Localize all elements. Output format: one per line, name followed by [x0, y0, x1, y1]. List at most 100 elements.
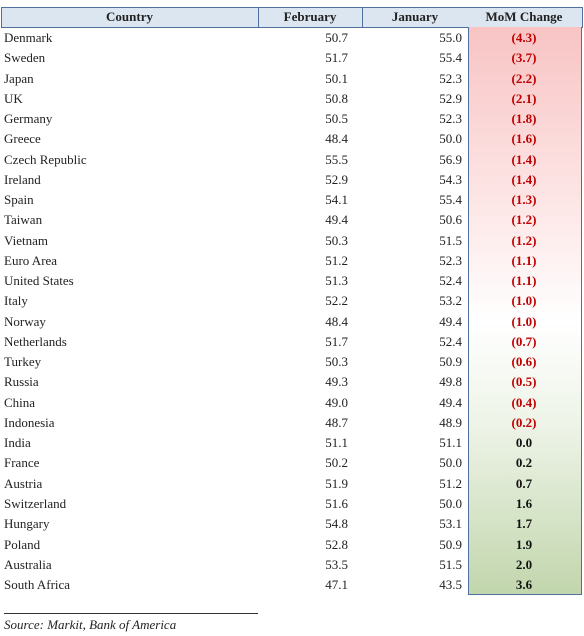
- mom-change-cell: 0.0: [515, 435, 533, 451]
- february-cell: 52.9: [325, 171, 348, 187]
- mom-change-cell: (1.2): [511, 232, 537, 248]
- country-cell: Japan: [4, 70, 34, 86]
- mom-change-cell: 3.6: [515, 577, 533, 593]
- change-column-bg: [468, 27, 582, 595]
- mom-change-cell: (1.3): [511, 192, 537, 208]
- country-cell: South Africa: [4, 577, 71, 593]
- january-cell: 49.4: [439, 313, 462, 329]
- february-cell: 50.1: [325, 70, 348, 86]
- february-cell: 54.8: [325, 516, 348, 532]
- country-cell: Australia: [4, 556, 52, 572]
- source: Source: Markit, Bank of America: [4, 617, 177, 632]
- january-cell: 50.6: [439, 212, 462, 228]
- february-cell: 51.2: [325, 252, 348, 268]
- january-cell: 55.0: [439, 30, 462, 45]
- country-cell: Greece: [4, 131, 41, 147]
- february-cell: 50.8: [325, 90, 348, 106]
- country-cell: Sweden: [4, 50, 46, 66]
- january-cell: 51.2: [439, 475, 462, 491]
- mom-change-cell: 1.6: [515, 495, 533, 511]
- country-cell: UK: [4, 90, 23, 106]
- february-cell: 51.7: [325, 333, 348, 349]
- country-cell: Norway: [4, 313, 46, 329]
- header-cell: Country: [106, 9, 153, 24]
- january-cell: 50.0: [439, 495, 462, 511]
- mom-change-cell: (0.5): [511, 374, 537, 390]
- january-cell: 51.5: [439, 556, 462, 572]
- february-cell: 53.5: [325, 556, 348, 572]
- february-cell: 52.8: [325, 536, 348, 552]
- january-cell: 52.9: [439, 90, 462, 106]
- january-cell: 52.3: [439, 111, 462, 127]
- february-cell: 51.7: [325, 50, 348, 66]
- february-cell: 49.4: [325, 212, 348, 228]
- january-cell: 48.9: [439, 414, 462, 430]
- country-cell: Vietnam: [4, 232, 48, 248]
- country-cell: Poland: [4, 536, 41, 552]
- country-cell: Germany: [4, 111, 53, 127]
- mom-change-cell: (0.6): [511, 354, 537, 370]
- january-cell: 52.3: [439, 252, 462, 268]
- february-cell: 48.4: [325, 313, 348, 329]
- country-cell: United States: [4, 273, 74, 289]
- february-cell: 49.3: [325, 374, 348, 390]
- january-cell: 50.9: [439, 354, 462, 370]
- mom-change-cell: (1.4): [511, 151, 537, 167]
- mom-change-cell: (0.7): [511, 333, 537, 349]
- february-cell: 55.5: [325, 151, 348, 167]
- header-cell: February: [283, 9, 337, 24]
- mom-change-cell: (4.3): [511, 30, 537, 45]
- february-cell: 51.9: [325, 475, 348, 491]
- mom-change-cell: (0.2): [511, 414, 537, 430]
- country-cell: Turkey: [4, 354, 42, 370]
- header-cell: MoM Change: [485, 9, 563, 24]
- february-cell: 51.1: [325, 435, 348, 451]
- february-cell: 48.7: [325, 414, 348, 430]
- january-cell: 50.9: [439, 536, 462, 552]
- february-cell: 48.4: [325, 131, 348, 147]
- mom-change-cell: (3.7): [511, 50, 537, 66]
- january-cell: 49.4: [439, 394, 462, 410]
- mom-change-cell: (1.0): [511, 313, 537, 329]
- january-cell: 52.4: [439, 273, 462, 289]
- mom-change-cell: (2.1): [511, 90, 537, 106]
- mom-change-cell: 2.0: [515, 556, 533, 572]
- january-cell: 43.5: [439, 577, 462, 593]
- country-cell: Denmark: [4, 30, 53, 45]
- source-rule: [4, 613, 258, 614]
- mom-change-cell: (2.2): [511, 70, 537, 86]
- country-cell: France: [4, 455, 40, 471]
- january-cell: 53.1: [439, 516, 462, 532]
- country-cell: Italy: [4, 293, 28, 309]
- mom-change-cell: 1.9: [515, 536, 533, 552]
- january-cell: 55.4: [439, 192, 462, 208]
- february-cell: 50.7: [325, 30, 348, 45]
- header-cell: January: [391, 9, 439, 24]
- country-cell: China: [4, 394, 36, 410]
- january-cell: 49.8: [439, 374, 462, 390]
- country-cell: Czech Republic: [4, 151, 87, 167]
- header-divider: [258, 7, 259, 27]
- country-cell: Russia: [4, 374, 39, 390]
- february-cell: 52.2: [325, 293, 348, 309]
- february-cell: 54.1: [325, 192, 348, 208]
- mom-change-cell: (1.6): [511, 131, 537, 147]
- country-cell: Taiwan: [4, 212, 43, 228]
- mom-change-cell: 1.7: [515, 516, 533, 532]
- february-cell: 50.2: [325, 455, 348, 471]
- mom-change-cell: (1.1): [511, 252, 537, 268]
- mom-change-cell: 0.2: [515, 455, 533, 471]
- mom-change-cell: (0.4): [511, 394, 537, 410]
- header-bg: [1, 7, 583, 28]
- january-cell: 54.3: [439, 171, 462, 187]
- february-cell: 51.3: [325, 273, 348, 289]
- january-cell: 52.4: [439, 333, 462, 349]
- mom-change-cell: (1.0): [511, 293, 537, 309]
- january-cell: 50.0: [439, 455, 462, 471]
- mom-change-cell: (1.8): [511, 111, 537, 127]
- country-cell: Euro Area: [4, 252, 58, 268]
- february-cell: 49.0: [325, 394, 348, 410]
- mom-change-cell: 0.7: [515, 475, 533, 491]
- february-cell: 47.1: [325, 577, 348, 593]
- mom-change-cell: (1.4): [511, 171, 537, 187]
